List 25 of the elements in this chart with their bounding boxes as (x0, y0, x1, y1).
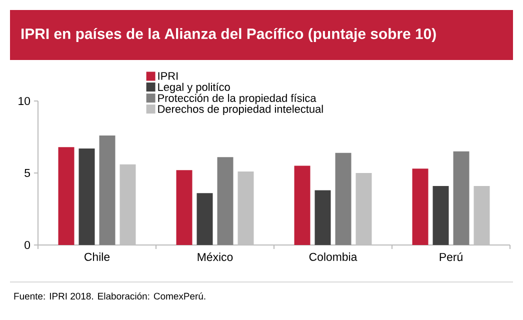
y-tick-label: 0 (24, 240, 30, 250)
bar (432, 186, 449, 245)
bar (196, 193, 213, 245)
bar (412, 168, 428, 245)
bar (58, 147, 74, 245)
y-tick-label: 5 (24, 169, 30, 177)
bar (176, 170, 192, 245)
bar (78, 148, 95, 245)
legend-label: IPRI (158, 72, 178, 80)
chart-title: IPRI en países de la Alianza del Pacífico (puntaje sobre 10) (22, 28, 436, 42)
x-tick-label: México (198, 252, 233, 262)
bar (294, 166, 310, 245)
x-tick-label: Perú (440, 252, 462, 262)
bar (453, 151, 470, 245)
legend-label: Protección de la propiedad física (158, 94, 316, 104)
y-tick-label: 10 (18, 96, 30, 106)
source-note: Fuente: IPRI 2018. Elaboración: ComexPerú. (14, 292, 206, 300)
legend-label: Legal y politíco (158, 82, 230, 94)
legend-label: Derechos de propiedad intelectual (158, 104, 323, 116)
x-tick-label: Colombia (309, 252, 358, 261)
bar (314, 190, 331, 245)
x-tick-label: Chile (84, 252, 110, 261)
bar (335, 152, 352, 245)
bar (217, 157, 234, 245)
bar (99, 136, 116, 245)
